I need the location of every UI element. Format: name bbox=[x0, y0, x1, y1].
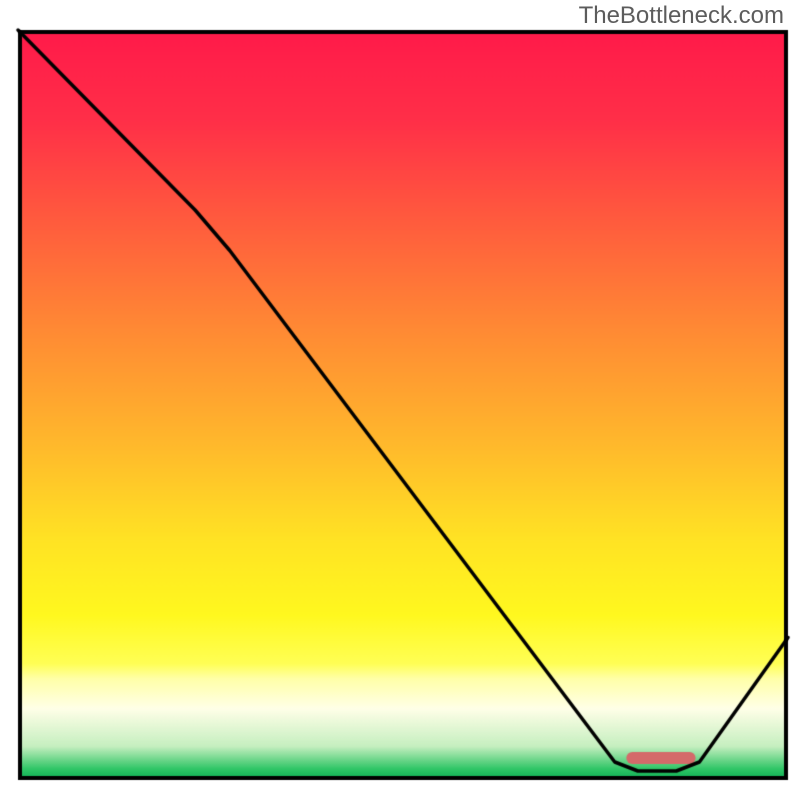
chart-container: TheBottleneck.com bbox=[0, 0, 800, 800]
watermark-text: TheBottleneck.com bbox=[579, 2, 784, 30]
bottleneck-curve bbox=[0, 0, 800, 800]
